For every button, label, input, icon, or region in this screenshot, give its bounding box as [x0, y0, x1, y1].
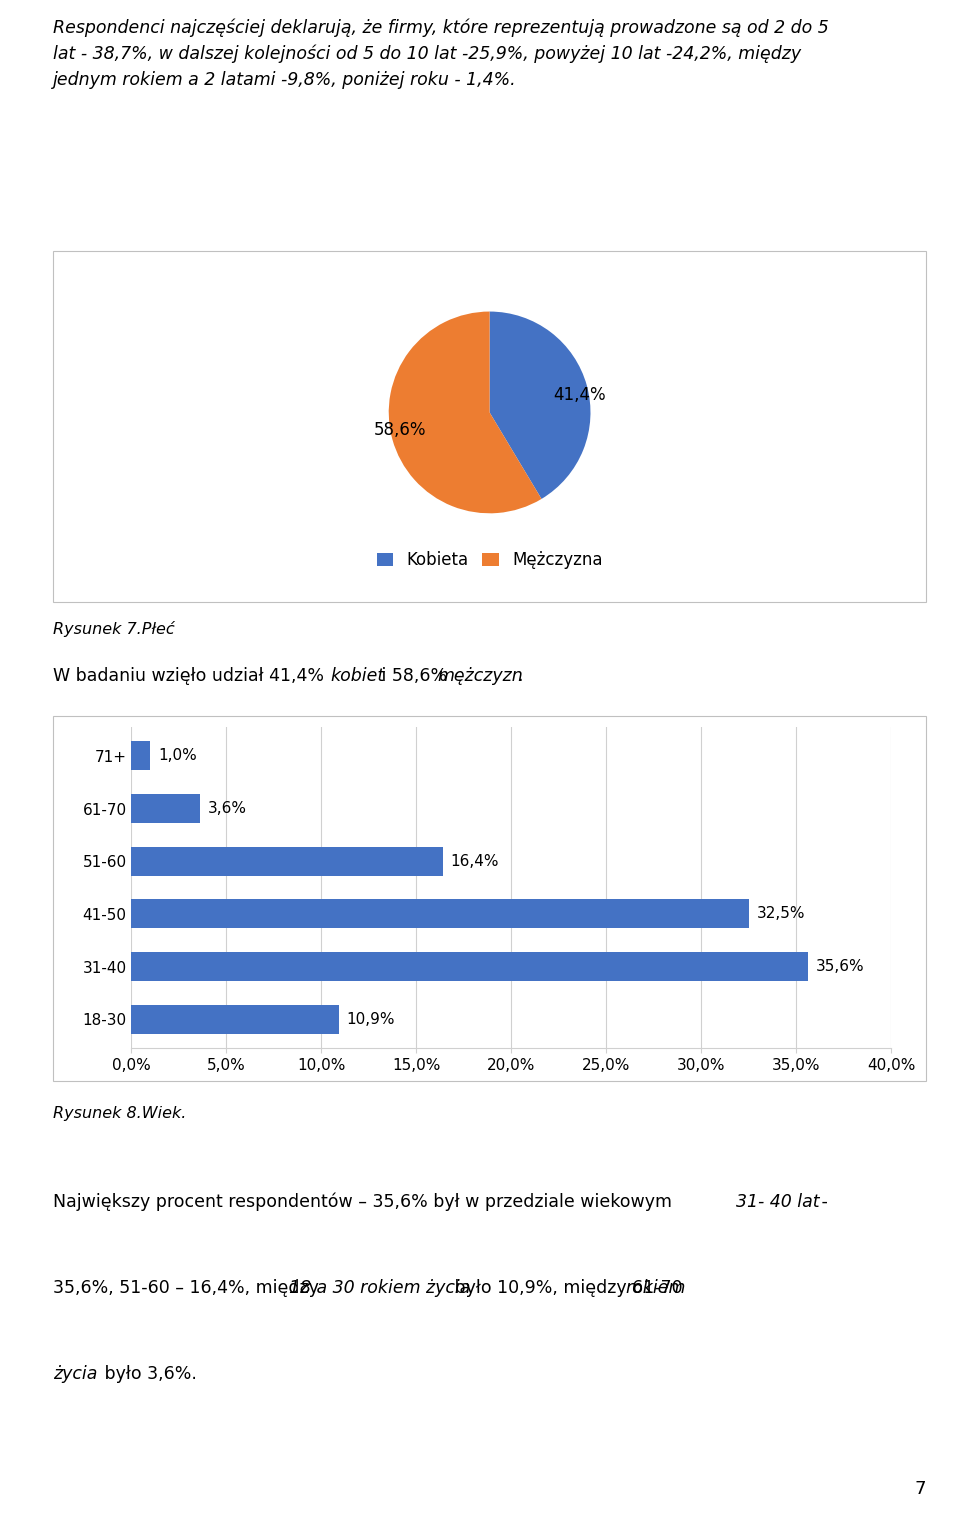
Text: 10,9%: 10,9% — [347, 1011, 395, 1027]
Text: kobiet: kobiet — [330, 667, 385, 685]
Bar — [132, 1005, 339, 1034]
Wedge shape — [490, 312, 590, 500]
Text: Respondenci najczęściej deklarują, że firmy, które reprezentują prowadzone są od: Respondenci najczęściej deklarują, że fi… — [53, 18, 828, 88]
Text: 1,0%: 1,0% — [158, 748, 197, 763]
Text: mężczyzn: mężczyzn — [437, 667, 523, 685]
Text: Największy procent respondentów – 35,6% był w przedziale wiekowym: Największy procent respondentów – 35,6% … — [53, 1193, 678, 1211]
Text: 16,4%: 16,4% — [450, 854, 499, 868]
Bar — [132, 900, 749, 929]
Bar — [132, 793, 200, 822]
Text: życia: życia — [53, 1365, 97, 1383]
Text: 35,6%: 35,6% — [815, 959, 864, 975]
Text: i 58,6%: i 58,6% — [376, 667, 453, 685]
Bar — [132, 742, 151, 771]
Text: 3,6%: 3,6% — [207, 801, 247, 816]
Text: 35,6%, 51-60 – 16,4%, między: 35,6%, 51-60 – 16,4%, między — [53, 1279, 324, 1298]
Text: rokiem: rokiem — [626, 1279, 686, 1298]
Bar — [132, 952, 808, 981]
Bar — [132, 847, 443, 876]
Text: było 3,6%.: było 3,6%. — [99, 1365, 197, 1383]
Text: -: - — [816, 1193, 828, 1211]
Text: było 10,9%, między 61-70: było 10,9%, między 61-70 — [449, 1279, 688, 1298]
Legend: Kobieta, Mężczyzna: Kobieta, Mężczyzna — [370, 544, 610, 576]
Text: 32,5%: 32,5% — [756, 906, 805, 921]
Text: 41,4%: 41,4% — [553, 385, 606, 404]
Text: W badaniu wzięło udział 41,4%: W badaniu wzięło udział 41,4% — [53, 667, 329, 685]
Text: 31- 40 lat: 31- 40 lat — [736, 1193, 820, 1211]
Text: 7: 7 — [915, 1480, 926, 1497]
Text: Rysunek 8.Wiek.: Rysunek 8.Wiek. — [53, 1106, 186, 1121]
Text: 18 a 30 rokiem życia: 18 a 30 rokiem życia — [289, 1279, 470, 1298]
Text: .: . — [517, 667, 523, 685]
Text: 58,6%: 58,6% — [373, 420, 426, 439]
Text: Rysunek 7.Płeć: Rysunek 7.Płeć — [53, 621, 175, 637]
Wedge shape — [389, 312, 541, 513]
